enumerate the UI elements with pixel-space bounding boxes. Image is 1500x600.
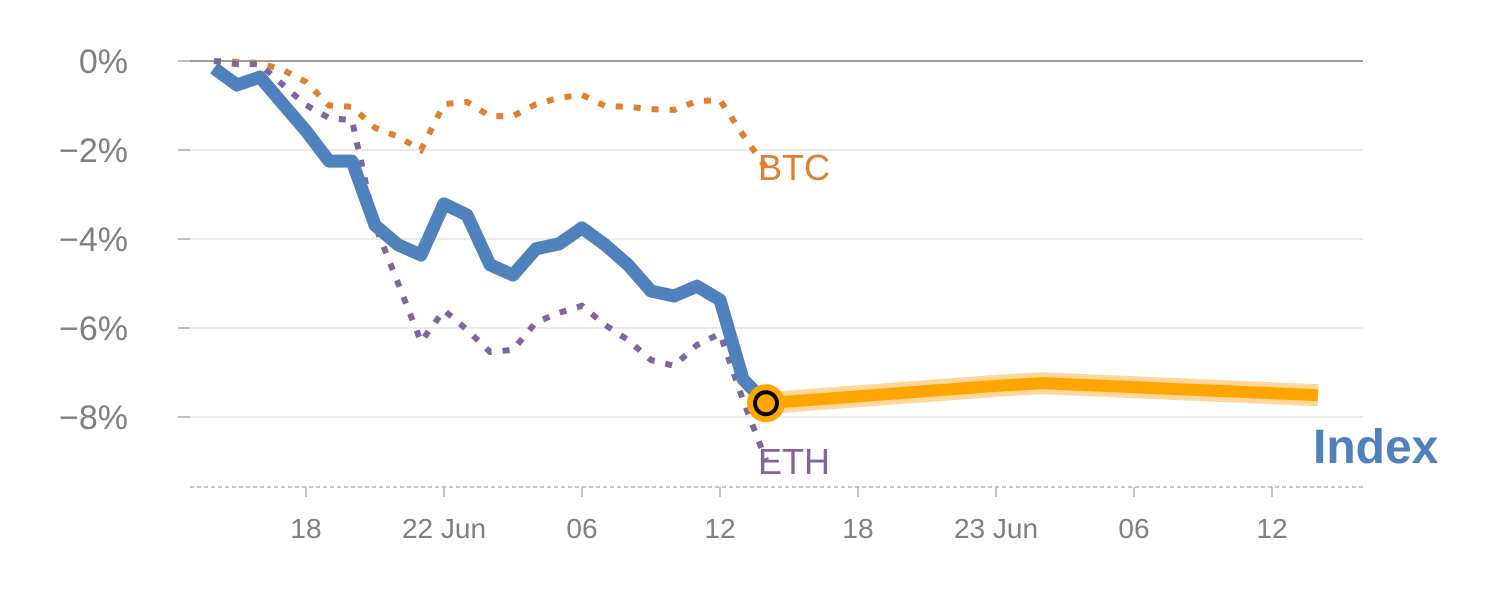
x-tick-label: 22 Jun	[402, 513, 486, 544]
x-tick-label: 23 Jun	[954, 513, 1038, 544]
y-tick-label: −8%	[59, 399, 128, 437]
series-label-eth: ETH	[758, 441, 830, 482]
x-tick-label: 06	[1118, 513, 1149, 544]
x-tick-label: 18	[842, 513, 873, 544]
x-tick-label: 12	[704, 513, 735, 544]
y-tick-label: −6%	[59, 310, 128, 348]
x-tick-label: 18	[290, 513, 321, 544]
series-label-index: Index	[1313, 421, 1439, 474]
eth-line	[213, 58, 769, 462]
x-tick-label: 12	[1256, 513, 1287, 544]
series-label-btc: BTC	[758, 147, 830, 188]
forecast-line	[765, 377, 1319, 410]
btc-line	[213, 58, 769, 170]
x-tick-label: 06	[566, 513, 597, 544]
y-tick-label: −2%	[59, 132, 128, 170]
index-line	[210, 62, 771, 408]
y-tick-label: 0%	[79, 43, 128, 81]
current-marker	[753, 390, 779, 417]
y-tick-label: −4%	[59, 221, 128, 259]
